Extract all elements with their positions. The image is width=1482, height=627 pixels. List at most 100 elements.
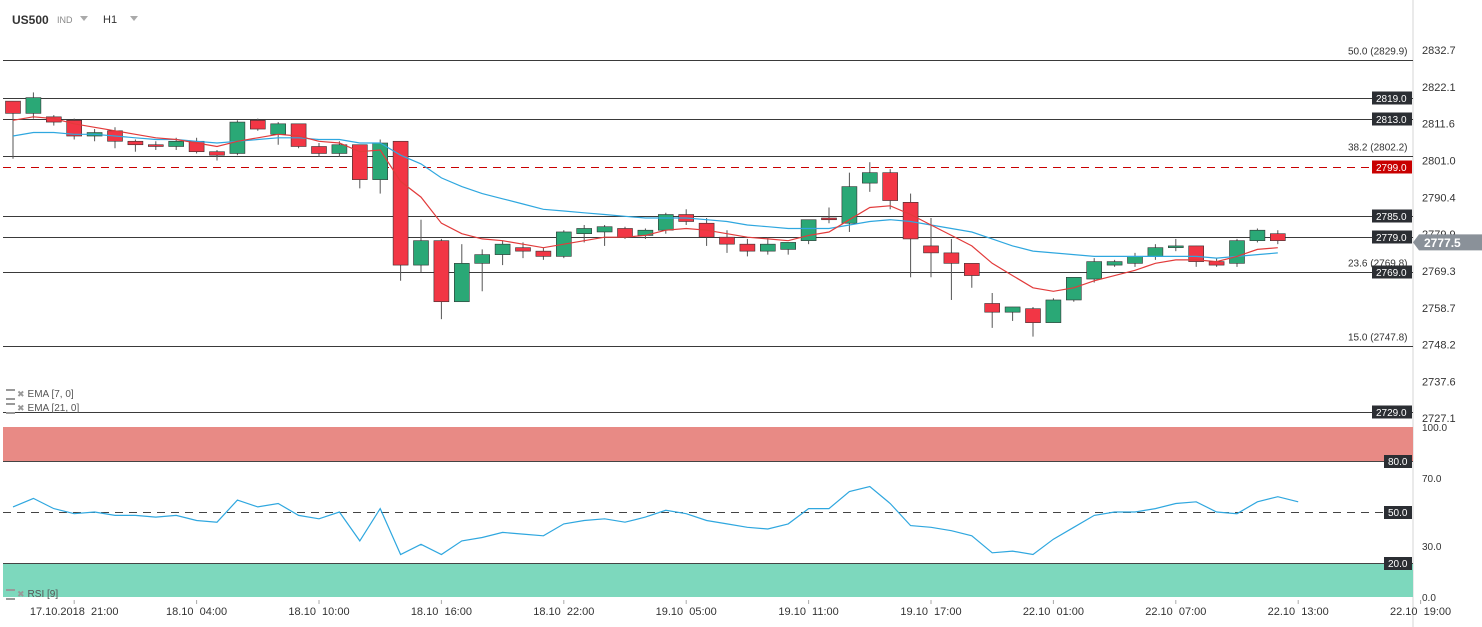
level-badge bbox=[1372, 230, 1412, 244]
candle-up[interactable] bbox=[1168, 245, 1184, 248]
y-tick-label: 2822.1 bbox=[1422, 82, 1456, 94]
rsi-oversold-zone bbox=[3, 563, 1413, 597]
candle-up[interactable] bbox=[1086, 261, 1102, 280]
candle-down[interactable] bbox=[882, 172, 899, 201]
candle-up[interactable] bbox=[453, 263, 470, 303]
timeframe-dropdown-icon[interactable] bbox=[130, 16, 138, 21]
candle-down[interactable] bbox=[250, 120, 266, 130]
rsi-level-badge bbox=[1384, 455, 1412, 468]
x-tick-label: 18.10 04:00 bbox=[166, 606, 227, 618]
remove-indicator-icon[interactable]: ✖ bbox=[17, 389, 25, 400]
candle-up[interactable] bbox=[1004, 306, 1021, 313]
candle-down[interactable] bbox=[923, 245, 939, 254]
candle-up[interactable] bbox=[1045, 299, 1062, 323]
candle-down[interactable] bbox=[617, 228, 633, 238]
candle-up[interactable] bbox=[413, 240, 429, 266]
candle-down[interactable] bbox=[535, 250, 552, 257]
candle-down[interactable] bbox=[515, 247, 531, 252]
candle-up[interactable] bbox=[596, 226, 613, 233]
candle-up[interactable] bbox=[494, 243, 511, 255]
candle-down[interactable] bbox=[433, 240, 450, 303]
candle-up[interactable] bbox=[229, 121, 246, 154]
level-badge-label: 2819.0 bbox=[1376, 94, 1407, 105]
candle-up[interactable] bbox=[1106, 261, 1123, 266]
candle-up[interactable] bbox=[474, 254, 491, 264]
symbol-dropdown-icon[interactable] bbox=[80, 16, 88, 21]
level-badge bbox=[1372, 405, 1412, 419]
x-tick-label: 18.10 10:00 bbox=[288, 606, 349, 618]
rsi-y-tick-label: 100.0 bbox=[1422, 423, 1447, 434]
candle-up[interactable] bbox=[1249, 229, 1266, 241]
y-tick-label: 2748.2 bbox=[1422, 340, 1456, 352]
remove-indicator-icon[interactable]: ✖ bbox=[17, 403, 25, 414]
fib-level-label: 38.2 (2802.2) bbox=[1348, 143, 1408, 154]
candle-down[interactable] bbox=[209, 151, 225, 156]
y-tick-label: 2790.4 bbox=[1422, 192, 1456, 204]
candle-up[interactable] bbox=[331, 144, 348, 154]
candle-down[interactable] bbox=[963, 263, 980, 276]
legend-ema21: ✖ EMA [21, 0] bbox=[6, 403, 79, 414]
rsi-level-label: 20.0 bbox=[1388, 559, 1408, 570]
rsi-level-badge bbox=[1384, 506, 1412, 519]
y-tick-label: 2727.1 bbox=[1422, 413, 1456, 425]
candle-down[interactable] bbox=[821, 217, 837, 221]
candle-up[interactable] bbox=[576, 228, 593, 234]
candle-down[interactable] bbox=[311, 146, 327, 154]
level-badge-label: 2779.0 bbox=[1376, 233, 1407, 244]
candle-up[interactable] bbox=[168, 140, 184, 147]
level-badge bbox=[1372, 112, 1412, 126]
candle-down[interactable] bbox=[1188, 245, 1204, 262]
rsi-y-tick-label: 0.0 bbox=[1422, 593, 1436, 604]
candle-down[interactable] bbox=[719, 236, 735, 245]
candle-down[interactable] bbox=[943, 252, 960, 264]
x-tick-label: 19.10 11:00 bbox=[778, 606, 838, 618]
candle-up[interactable] bbox=[841, 186, 858, 224]
chart-header: US500 IND H1 bbox=[0, 0, 600, 36]
remove-indicator-icon[interactable]: ✖ bbox=[17, 589, 25, 600]
symbol-name[interactable]: US500 bbox=[12, 13, 49, 27]
candle-up[interactable] bbox=[657, 214, 674, 231]
candle-down[interactable] bbox=[739, 243, 756, 252]
candle-down[interactable] bbox=[351, 144, 368, 180]
legend-ema7: ✖ EMA [7, 0] bbox=[6, 389, 74, 400]
candle-down[interactable] bbox=[45, 116, 62, 123]
legend-ema21-label: EMA bbox=[27, 403, 49, 415]
candle-down[interactable] bbox=[127, 140, 144, 146]
indicator-settings-icon[interactable] bbox=[6, 589, 15, 600]
last-price-badge bbox=[1413, 234, 1482, 251]
rsi-line bbox=[12, 485, 1299, 556]
legend-ema21-params: [21, 0] bbox=[51, 403, 80, 415]
timeframe-select[interactable]: H1 bbox=[103, 14, 118, 26]
x-tick-label: 22.10 19:00 bbox=[1390, 606, 1451, 618]
candle-up[interactable] bbox=[1147, 247, 1164, 257]
rsi-level-badge bbox=[1384, 557, 1412, 570]
candle-down[interactable] bbox=[148, 144, 164, 147]
level-badge bbox=[1372, 209, 1412, 223]
candle-down[interactable] bbox=[984, 303, 1001, 313]
candle-down[interactable] bbox=[5, 100, 21, 114]
legend-rsi: ✖ RSI [9] bbox=[6, 589, 58, 600]
y-tick-label: 2758.7 bbox=[1422, 303, 1456, 315]
candle-down[interactable] bbox=[1025, 308, 1041, 323]
indicator-settings-icon[interactable] bbox=[6, 389, 15, 400]
rsi-level-label: 80.0 bbox=[1388, 457, 1408, 468]
candle-up[interactable] bbox=[25, 97, 42, 114]
candle-up[interactable] bbox=[800, 219, 817, 241]
y-tick-label: 2737.6 bbox=[1422, 377, 1456, 389]
level-badge-label: 2785.0 bbox=[1376, 212, 1407, 223]
candle-down[interactable] bbox=[392, 140, 409, 266]
y-tick-label: 2769.3 bbox=[1422, 266, 1456, 278]
candle-up[interactable] bbox=[1127, 256, 1143, 264]
last-price-label: 2777.5 bbox=[1424, 236, 1461, 250]
market-type: IND bbox=[57, 15, 73, 25]
candle-up[interactable] bbox=[1229, 240, 1245, 264]
candle-up[interactable] bbox=[372, 142, 389, 180]
candle-down[interactable] bbox=[1270, 233, 1286, 241]
candle-up[interactable] bbox=[270, 123, 287, 135]
ema21-line bbox=[12, 131, 1278, 259]
candle-up[interactable] bbox=[780, 242, 797, 250]
indicator-settings-icon[interactable] bbox=[6, 403, 15, 414]
candle-up[interactable] bbox=[861, 172, 878, 184]
candle-up[interactable] bbox=[759, 243, 776, 252]
